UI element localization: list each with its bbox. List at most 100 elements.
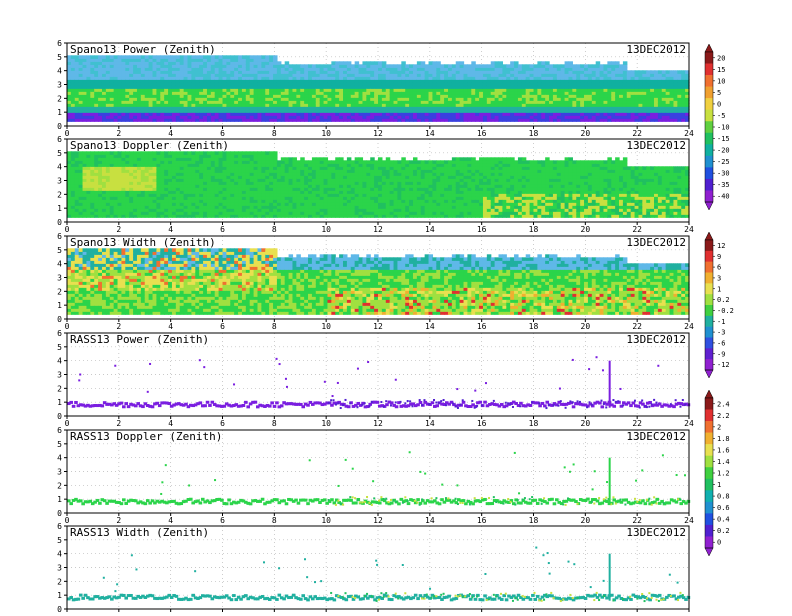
heatmap-cell [627, 70, 631, 74]
heatmap-cell [673, 70, 677, 74]
heatmap-cell [436, 61, 440, 65]
heatmap-cell [335, 61, 339, 65]
heatmap-cell [413, 64, 417, 68]
heatmap-cell [300, 64, 304, 68]
heatmap-cell [522, 64, 526, 68]
heatmap-cell [584, 64, 588, 68]
heatmap-cell [580, 64, 584, 68]
heatmap-cell [327, 64, 331, 68]
heatmap-cell [409, 64, 413, 68]
heatmap-cell [238, 151, 242, 155]
heatmap-cell [394, 64, 398, 68]
heatmap-cell [230, 151, 234, 155]
heatmap-cell [526, 64, 530, 68]
heatmap-cell [219, 55, 223, 59]
heatmap-cell [296, 64, 300, 68]
heatmap-cell [285, 61, 289, 65]
heatmap-cell [456, 61, 460, 65]
y-tick-label: 1 [57, 108, 62, 117]
heatmap-cell [289, 157, 293, 161]
heatmap-cell [425, 64, 429, 68]
heatmap-cell [230, 55, 234, 59]
heatmap-cell [499, 61, 503, 65]
heatmap-cell [662, 70, 666, 74]
heatmap-cell [386, 64, 390, 68]
x-tick-label: 8 [272, 129, 277, 138]
heatmap-cell [534, 64, 538, 68]
heatmap-cell [339, 157, 343, 161]
x-tick-label: 6 [220, 129, 225, 138]
heatmap-cell [429, 61, 433, 65]
x-tick-label: 0 [65, 129, 70, 138]
heatmap-cell [281, 157, 285, 161]
heatmap-cell [619, 64, 623, 68]
heatmap-cell [514, 61, 518, 65]
heatmap-cell [510, 61, 514, 65]
heatmap-cell [654, 70, 658, 74]
heatmap-cell [304, 64, 308, 68]
heatmap-cell [347, 157, 351, 161]
heatmap-cell [666, 70, 670, 74]
heatmap-cell [257, 151, 261, 155]
heatmap-cell [250, 55, 254, 59]
heatmap-cell [460, 61, 464, 65]
heatmap-cell [467, 64, 471, 68]
heatmap-cell [635, 70, 639, 74]
heatmap-cell [572, 64, 576, 68]
heatmap-cell [292, 157, 296, 161]
heatmap-cell [642, 70, 646, 74]
heatmap-cell [366, 61, 370, 65]
heatmap-cell [343, 160, 347, 164]
heatmap-cell [277, 160, 281, 164]
heatmap-cell [359, 157, 363, 161]
heatmap-cell [502, 64, 506, 68]
heatmap-cell [417, 61, 421, 65]
heatmap-cell [234, 151, 238, 155]
heatmap-cell [339, 61, 343, 65]
x-tick-label: 2 [116, 129, 121, 138]
heatmap-cell [238, 55, 242, 59]
heatmap-cell [355, 61, 359, 65]
heatmap-cell [285, 157, 289, 161]
heatmap-cell [226, 55, 230, 59]
heatmap-cell [265, 55, 269, 59]
heatmap-cell [242, 55, 246, 59]
heatmap-cell [390, 64, 394, 68]
heatmap-cell [650, 70, 654, 74]
heatmap-cell [440, 64, 444, 68]
heatmap-cell [518, 64, 522, 68]
y-tick-label: 3 [57, 81, 62, 90]
heatmap-cell [335, 157, 339, 161]
heatmap-cell [576, 64, 580, 68]
y-tick-label: 2 [57, 94, 62, 103]
heatmap-cell [289, 64, 293, 68]
heatmap-cell [405, 64, 409, 68]
heatmap-cell [677, 70, 681, 74]
heatmap-cells [67, 55, 690, 122]
heatmap-cell [312, 64, 316, 68]
heatmap-cell [327, 160, 331, 164]
heatmap-cell [370, 61, 374, 65]
heatmap-cell [370, 157, 374, 161]
x-tick-label: 18 [529, 129, 539, 138]
heatmap-cell [308, 64, 312, 68]
heatmap-cell [277, 61, 281, 65]
heatmap-cell [592, 64, 596, 68]
heatmap-cell [242, 151, 246, 155]
heatmap-cell [483, 64, 487, 68]
heatmap-cell [448, 64, 452, 68]
heatmap-cell [401, 61, 405, 65]
heatmap-cell [347, 61, 351, 65]
heatmap-cell [487, 64, 491, 68]
heatmap-cell [565, 61, 569, 65]
heatmap-cell [261, 151, 265, 155]
heatmap-cell [549, 64, 553, 68]
heatmap-cell [444, 64, 448, 68]
heatmap-cell [320, 157, 324, 161]
heatmap-cell [561, 64, 565, 68]
heatmap-cell [638, 70, 642, 74]
heatmap-cell [281, 64, 285, 68]
